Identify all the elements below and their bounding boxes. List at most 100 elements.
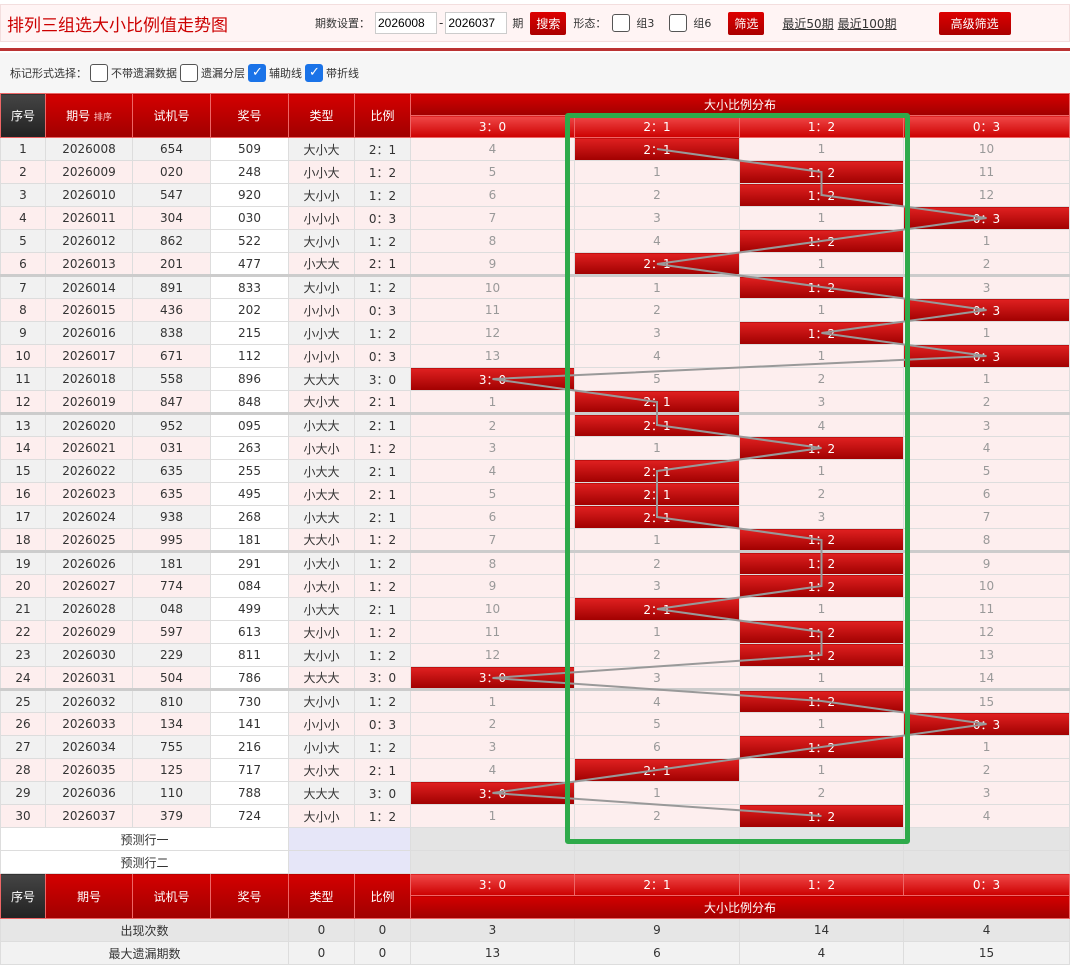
cell-ratio: 2：1 [354,505,411,529]
opt-checkbox-1[interactable] [180,64,198,82]
cell-draw: 216 [210,735,289,759]
omission-cell: 1 [410,390,575,414]
cell-type: 大大大 [288,666,355,690]
cell-test: 558 [132,367,211,391]
omission-cell: 1 [739,758,904,782]
ratio-hit-cell: 1：2 [739,274,904,299]
filter-button[interactable]: 筛选 [728,11,765,35]
cell-test: 125 [132,758,211,782]
cell-draw: 477 [210,252,289,276]
omission-cell: 1 [574,781,740,805]
predict-2-cell[interactable] [739,850,904,874]
options-label: 标记形式选择： [10,67,87,80]
cell-seq: 13 [0,412,46,437]
cell-draw: 833 [210,274,289,299]
predict-2-input[interactable] [288,850,411,874]
opt-checkbox-3[interactable] [305,64,323,82]
cell-type: 大小小 [288,688,355,713]
sort-button[interactable]: 排序 [93,113,112,123]
cell-draw: 084 [210,574,289,598]
predict-1-cell[interactable] [902,827,1071,851]
predict-2-cell[interactable] [410,850,575,874]
cell-seq: 3 [0,183,46,207]
omission-cell: 2 [574,550,740,575]
group3-checkbox[interactable] [612,14,631,32]
cell-ratio: 1：2 [354,274,411,299]
recent50-link[interactable]: 最近50期 [782,16,834,31]
ratio-hit-cell: 2：1 [574,390,740,414]
omission-cell: 2 [902,758,1071,782]
table-row: 28 2026035 125 717 大小大 2：1 4 2：1 1 2 [0,758,1071,782]
stat-label: 最大遗漏期数 [0,941,289,965]
omission-cell: 10 [902,574,1071,598]
period-from-input[interactable] [375,12,437,34]
foot-dist-col-3: 0：3 [902,873,1071,896]
cell-test: 654 [132,137,211,161]
cell-seq: 4 [0,206,46,230]
recent100-link[interactable]: 最近100期 [837,16,897,31]
cell-seq: 11 [0,367,46,391]
predict-1-input[interactable] [288,827,411,851]
advanced-filter-button[interactable]: 高级筛选 [938,11,1011,35]
table-row: 29 2026036 110 788 大大大 3：0 3：0 1 2 3 [0,781,1071,805]
omission-cell: 2 [739,482,904,506]
cell-seq: 5 [0,229,46,253]
col-issue-label: 期号 [66,109,91,123]
omission-cell: 3 [574,574,740,598]
predict-1-cell[interactable] [574,827,740,851]
table-row: 15 2026022 635 255 小大大 2：1 4 2：1 1 5 [0,459,1071,483]
predict-2-cell[interactable] [902,850,1071,874]
search-button[interactable]: 搜索 [530,11,567,35]
cell-ratio: 1：2 [354,574,411,598]
omission-cell: 1 [902,321,1071,345]
opt-checkbox-2[interactable] [248,64,266,82]
cell-test: 181 [132,550,211,575]
cell-seq: 7 [0,274,46,299]
stat-label: 出现次数 [0,918,289,942]
stat-type: 0 [288,918,355,942]
cell-type: 大小小 [288,183,355,207]
cell-issue: 2026022 [45,459,133,483]
ratio-hit-cell: 2：1 [574,252,740,276]
ratio-hit-cell: 2：1 [574,482,740,506]
omission-cell: 10 [902,137,1071,161]
col-type: 类型 [288,93,355,138]
omission-cell: 5 [410,482,575,506]
omission-cell: 3 [902,274,1071,299]
predict-1-cell[interactable] [739,827,904,851]
omission-cell: 6 [410,505,575,529]
table-row: 6 2026013 201 477 小大大 2：1 9 2：1 1 2 [0,252,1071,276]
cell-ratio: 1：2 [354,643,411,667]
omission-cell: 3 [739,390,904,414]
ratio-hit-cell: 0：3 [902,344,1071,368]
cell-draw: 499 [210,597,289,621]
omission-cell: 4 [410,459,575,483]
top-toolbar: 排列三组选大小比例值走势图 期数设置： - 期 搜索 形态： 组3 组6 筛选 … [0,4,1070,42]
omission-cell: 1 [739,298,904,322]
cell-draw: 788 [210,781,289,805]
cell-issue: 2026036 [45,781,133,805]
predict-1-cell[interactable] [410,827,575,851]
omission-cell: 10 [410,597,575,621]
cell-issue: 2026014 [45,274,133,299]
omission-cell: 5 [574,712,740,736]
cell-type: 小小小 [288,344,355,368]
omission-cell: 12 [410,321,575,345]
omission-cell: 6 [574,735,740,759]
group6-checkbox[interactable] [669,14,688,32]
cell-test: 995 [132,528,211,552]
period-to-input[interactable] [445,12,508,34]
cell-draw: 495 [210,482,289,506]
omission-cell: 1 [574,274,740,299]
omission-cell: 3 [410,735,575,759]
omission-cell: 10 [410,274,575,299]
omission-cell: 11 [902,160,1071,184]
cell-issue: 2026028 [45,597,133,621]
col-issue[interactable]: 期号 排序 [45,93,133,138]
omission-cell: 9 [902,550,1071,575]
cell-draw: 030 [210,206,289,230]
cell-test: 952 [132,412,211,437]
predict-2-cell[interactable] [574,850,740,874]
predict-row-1: 预测行一 [0,827,289,851]
opt-checkbox-0[interactable] [90,64,108,82]
